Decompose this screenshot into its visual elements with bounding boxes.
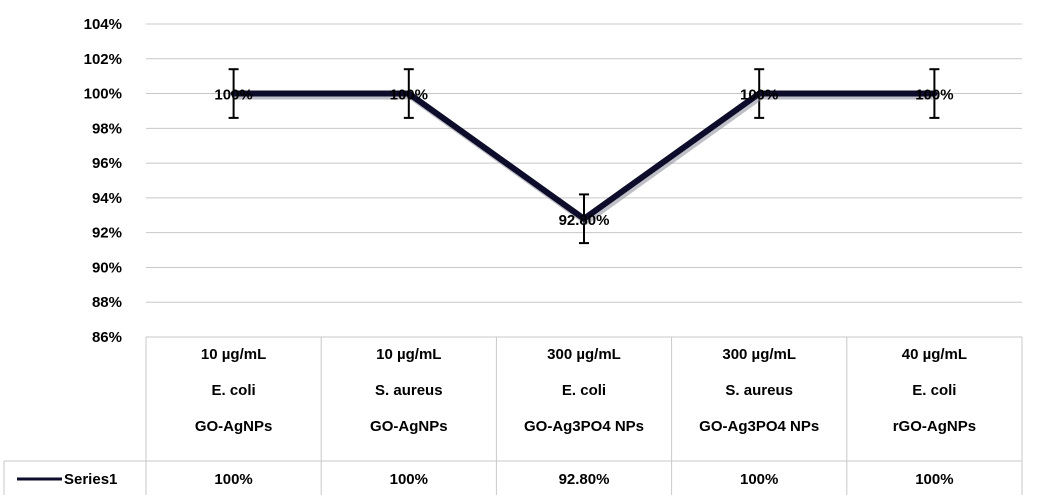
gridlines [146,23,1022,338]
data-label: 92.80% [559,212,610,229]
category-label: 10 µg/mL [376,346,441,363]
category-label: E. coli [912,382,956,399]
category-label: S. aureus [375,382,443,399]
category-label: S. aureus [725,382,793,399]
category-label: 300 µg/mL [722,346,796,363]
data-label: 100% [740,87,778,104]
table-value: 100% [390,471,428,488]
category-label: GO-AgNPs [370,418,448,435]
series-line-shadow [232,93,940,225]
y-tick-label: 98% [92,120,122,137]
data-labels: 100% 100% 92.80% 100% 100% [214,87,953,229]
category-label: E. coli [212,382,256,399]
table-value: 100% [915,471,953,488]
y-tick-label: 86% [92,329,122,346]
y-tick-label: 90% [92,259,122,276]
category-label: GO-Ag3PO4 NPs [699,418,819,435]
series-line-path [230,90,938,222]
y-tick-label: 104% [84,16,122,33]
table-value: 92.80% [559,471,610,488]
category-label: 300 µg/mL [547,346,621,363]
data-label: 100% [214,87,252,104]
table-value: 100% [214,471,252,488]
data-table: 10 µg/mL E. coli GO-AgNPs 10 µg/mL S. aureus… [3,337,1023,495]
category-label: E. coli [562,382,606,399]
category-label: GO-Ag3PO4 NPs [524,418,644,435]
series-name: Series1 [64,471,117,488]
y-tick-label: 102% [84,51,122,68]
category-label: rGO-AgNPs [893,418,976,435]
category-label: 40 µg/mL [902,346,967,363]
y-tick-label: 94% [92,190,122,207]
y-tick-label: 88% [92,294,122,311]
y-axis-ticks: 104% 102% 100% 98% 96% 94% 92% 90% 88% 86% [84,16,122,346]
series-line [230,90,940,225]
table-value: 100% [740,471,778,488]
category-label: GO-AgNPs [195,418,273,435]
y-tick-label: 100% [84,86,122,103]
data-label: 100% [915,87,953,104]
y-tick-label: 96% [92,155,122,172]
category-label: 10 µg/mL [201,346,266,363]
y-tick-label: 92% [92,225,122,242]
data-label: 100% [390,87,428,104]
